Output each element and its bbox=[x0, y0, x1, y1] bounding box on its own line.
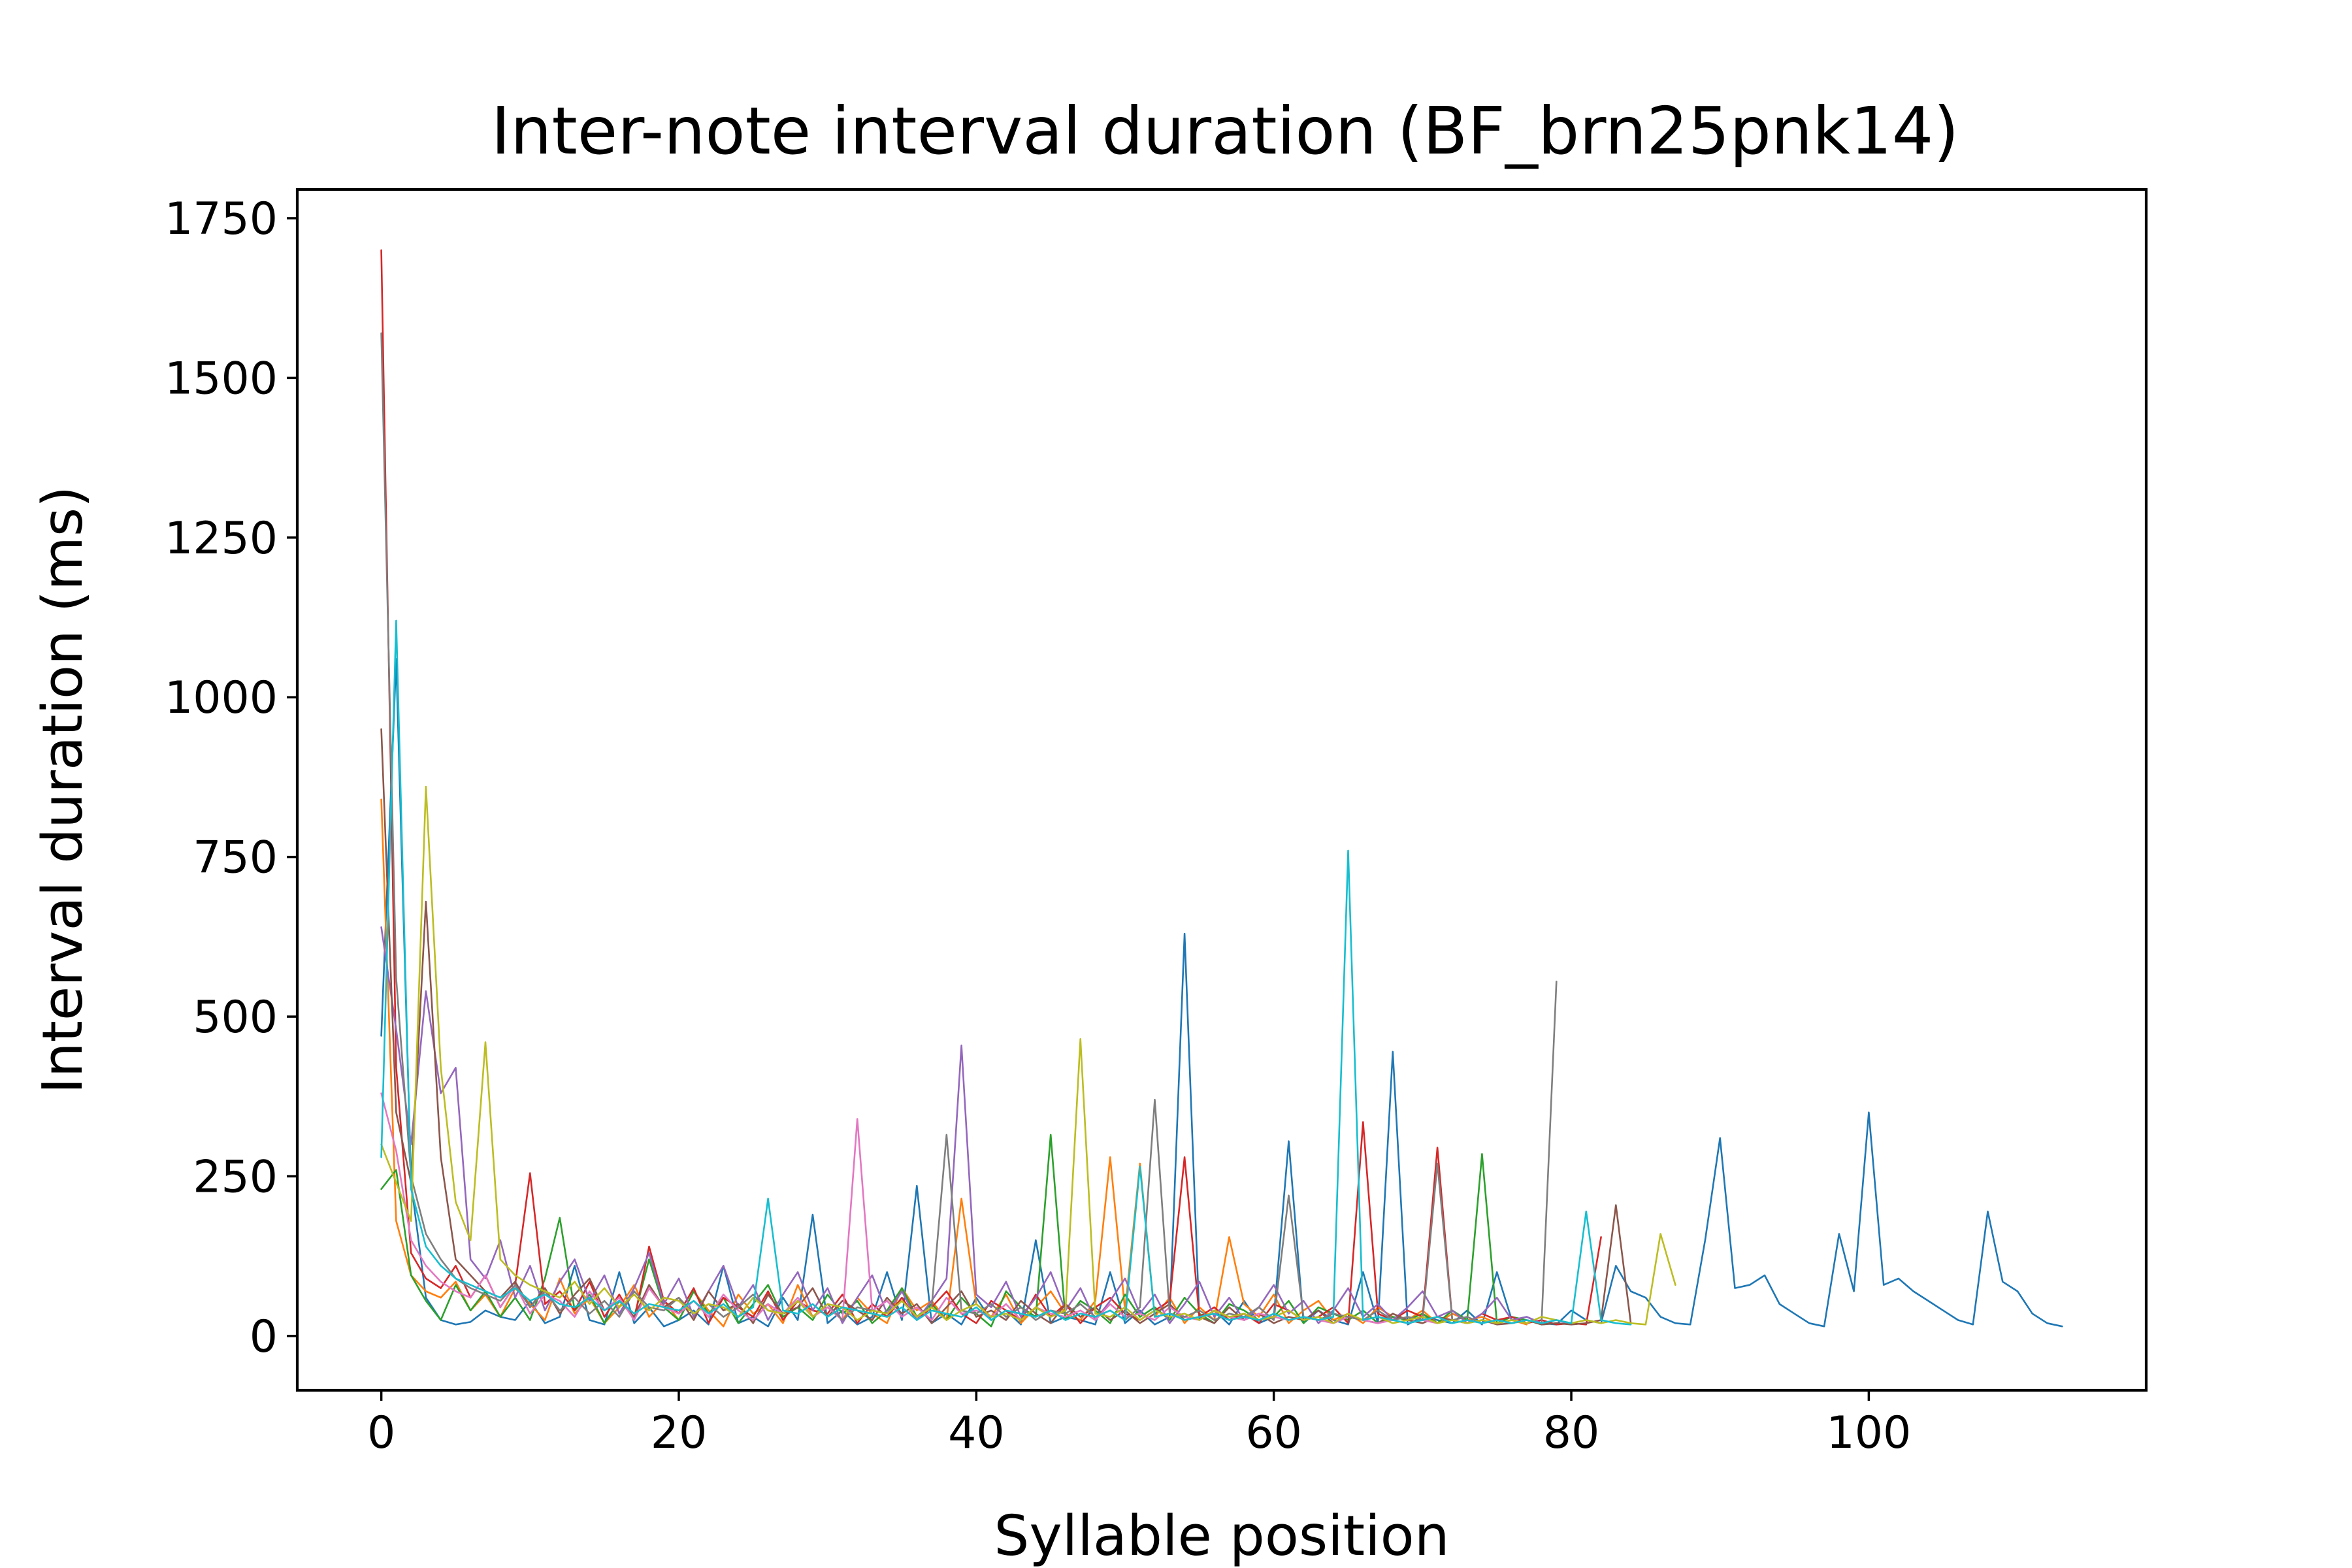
plot-frame bbox=[295, 188, 2148, 1392]
y-tick-label-0: 0 bbox=[250, 1311, 278, 1363]
x-tick-label-20: 20 bbox=[651, 1407, 708, 1459]
plot-series-group bbox=[380, 249, 2063, 1328]
x-tick-label-40: 40 bbox=[948, 1407, 1005, 1459]
y-tick-label-1500: 1500 bbox=[165, 353, 278, 404]
x-axis-label: Syllable position bbox=[994, 1504, 1449, 1568]
y-tick-label-1000: 1000 bbox=[165, 672, 278, 724]
series-line-10 bbox=[380, 619, 1632, 1326]
series-line-6 bbox=[380, 728, 1632, 1326]
y-tick-label-750: 750 bbox=[193, 832, 278, 884]
y-tick-label-500: 500 bbox=[193, 992, 278, 1043]
y-tick-label-250: 250 bbox=[193, 1151, 278, 1203]
x-tick-label-0: 0 bbox=[367, 1407, 395, 1459]
y-axis-label: Interval duration (ms) bbox=[31, 486, 95, 1094]
x-tick-label-60: 60 bbox=[1245, 1407, 1302, 1459]
chart-title: Inter-note interval duration (BF_brn25pn… bbox=[491, 93, 1959, 169]
y-tick-label-1250: 1250 bbox=[165, 513, 278, 564]
y-tick-label-1750: 1750 bbox=[165, 193, 278, 245]
x-tick-label-80: 80 bbox=[1543, 1407, 1600, 1459]
series-line-7 bbox=[380, 1092, 1439, 1324]
x-tick-label-100: 100 bbox=[1826, 1407, 1911, 1459]
series-line-5 bbox=[380, 926, 1573, 1326]
